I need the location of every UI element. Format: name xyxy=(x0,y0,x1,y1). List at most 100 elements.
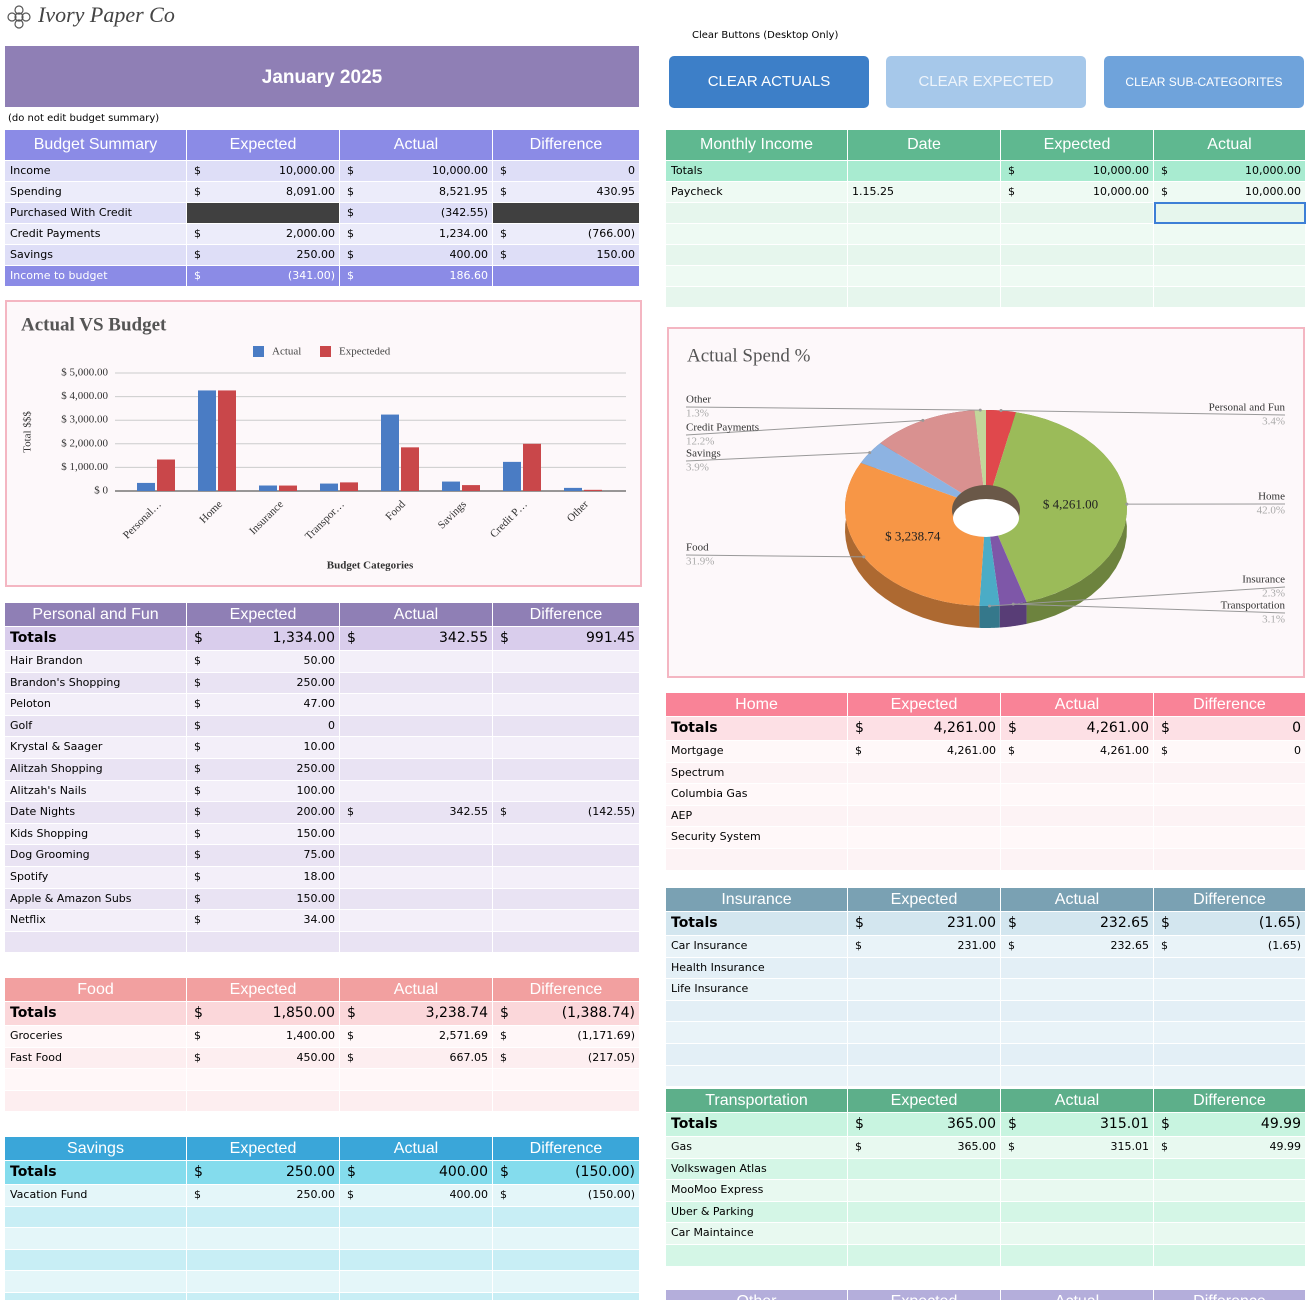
row-label: Income to budget xyxy=(10,269,108,282)
cell xyxy=(493,931,639,953)
currency-sign: $ xyxy=(500,1029,507,1042)
amount: 0 xyxy=(328,718,335,732)
amount: 1,334.00 xyxy=(272,630,335,646)
y-tick-label: $ 5,000.00 xyxy=(61,367,108,379)
cell xyxy=(5,1206,186,1228)
row-label: Golf xyxy=(10,718,33,732)
slice-percent: 3.1% xyxy=(1262,614,1285,626)
currency-sign: $ xyxy=(194,718,201,732)
row-label: Car Insurance xyxy=(671,939,748,952)
cell xyxy=(1154,979,1305,1000)
cell xyxy=(340,1047,492,1069)
cell xyxy=(1001,762,1153,784)
currency-sign: $ xyxy=(855,1140,862,1153)
cell xyxy=(666,287,847,307)
cell xyxy=(1154,1137,1305,1158)
cell xyxy=(1154,1245,1305,1266)
donut-hole xyxy=(953,499,1019,537)
cell xyxy=(5,266,186,286)
column-header: Actual xyxy=(340,130,492,160)
amount: 250.00 xyxy=(296,675,336,689)
clear-expected-button[interactable]: CLEAR EXPECTED xyxy=(886,56,1086,108)
currency-sign: $ xyxy=(194,783,201,797)
cell xyxy=(848,1158,1000,1180)
amount: (1,388.74) xyxy=(561,1005,635,1021)
amount: 231.00 xyxy=(947,915,996,931)
amount: 342.55 xyxy=(449,805,489,819)
cell xyxy=(5,910,186,931)
cell xyxy=(666,1065,847,1087)
slice-label: Transportation xyxy=(1221,600,1286,612)
cell xyxy=(1154,741,1305,762)
currency-sign: $ xyxy=(194,164,201,177)
amount: (142.55) xyxy=(587,805,635,819)
leader-line xyxy=(685,452,870,462)
cell xyxy=(848,717,1000,740)
amount: 186.60 xyxy=(449,269,489,282)
cell xyxy=(5,780,186,802)
bar xyxy=(584,489,602,491)
cell xyxy=(187,1293,339,1300)
cell xyxy=(187,1069,339,1090)
currency-sign: $ xyxy=(194,1188,201,1201)
cell xyxy=(187,910,339,931)
cell xyxy=(340,672,492,694)
cell xyxy=(493,1161,639,1184)
row-label: Uber & Parking xyxy=(671,1204,754,1218)
bar xyxy=(442,481,460,491)
currency-sign: $ xyxy=(500,805,507,819)
cell xyxy=(666,717,847,740)
cell xyxy=(848,224,1000,244)
bar xyxy=(462,485,480,491)
y-tick-label: $ 2,000.00 xyxy=(61,437,108,449)
cell xyxy=(5,845,186,866)
cell xyxy=(187,1228,339,1249)
cell xyxy=(848,762,1000,784)
row-label: Totals xyxy=(671,164,703,177)
cell xyxy=(666,1137,847,1158)
cell xyxy=(1001,1113,1153,1136)
cell xyxy=(340,1206,492,1228)
row-label: Fast Food xyxy=(10,1050,62,1064)
cell xyxy=(493,888,639,910)
cell xyxy=(493,1293,639,1300)
row-label: Spending xyxy=(10,185,62,198)
column-header: Expected xyxy=(848,1290,1000,1300)
amount: 232.65 xyxy=(1110,939,1150,952)
clear-subcategories-button[interactable]: CLEAR SUB-CATEGORITES xyxy=(1104,56,1304,108)
cell xyxy=(666,1022,847,1043)
currency-sign: $ xyxy=(194,826,201,840)
cell xyxy=(493,1002,639,1025)
cell xyxy=(340,203,492,223)
cell xyxy=(340,737,492,758)
cell xyxy=(5,1026,186,1047)
column-header: Expected xyxy=(187,1137,339,1160)
clear-actuals-button[interactable]: CLEAR ACTUALS xyxy=(669,56,869,108)
column-header: Difference xyxy=(1154,693,1305,716)
cell xyxy=(340,694,492,715)
amount: 315.01 xyxy=(1100,1116,1149,1132)
cell xyxy=(5,1271,186,1292)
cell xyxy=(1154,827,1305,848)
row-label: Krystal & Saager xyxy=(10,740,103,754)
cell xyxy=(340,1002,492,1025)
cell xyxy=(493,224,639,244)
row-label: Life Insurance xyxy=(671,982,749,996)
chart-title: Actual Spend % xyxy=(687,345,811,366)
slice xyxy=(986,410,1016,508)
amount: 231.00 xyxy=(957,939,997,952)
cell xyxy=(340,1185,492,1206)
slice-percent: 31.9% xyxy=(686,556,714,568)
cell xyxy=(1001,717,1153,740)
slice-side xyxy=(845,462,980,628)
cell xyxy=(493,1090,639,1112)
amount: (150.00) xyxy=(587,1188,635,1201)
cell xyxy=(5,651,186,672)
y-axis-label: Total $$$ xyxy=(22,411,34,453)
cell xyxy=(187,627,339,650)
slice-percent: 12.2% xyxy=(686,436,714,448)
cell xyxy=(5,1069,186,1090)
cell xyxy=(5,802,186,823)
row-label: Dog Grooming xyxy=(10,848,90,862)
row-label: Totals xyxy=(671,1116,718,1132)
